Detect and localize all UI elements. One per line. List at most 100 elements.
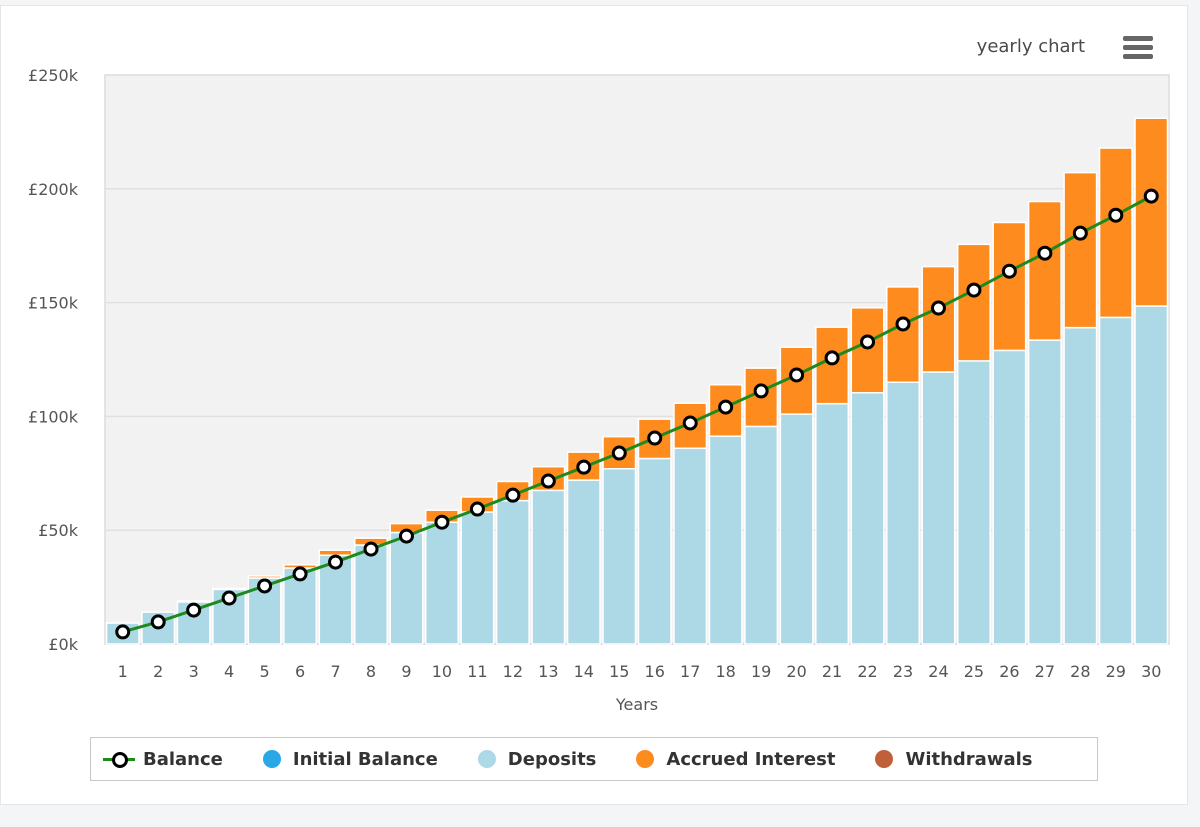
bar-deposits[interactable] [566,479,601,645]
balance-point[interactable] [576,459,592,475]
bar-deposits[interactable] [495,499,530,645]
balance-point[interactable] [824,350,840,366]
bar-accrued-interest[interactable] [318,549,353,556]
balance-point[interactable] [647,430,663,446]
x-tick-label: 11 [467,662,487,681]
balance-point[interactable] [150,614,166,630]
balance-point[interactable] [1108,207,1124,223]
balance-point[interactable] [753,383,769,399]
legend-item-initial-balance[interactable]: Initial Balance [262,749,438,770]
bar-deposits[interactable] [708,435,743,645]
bar-accrued-interest[interactable] [850,307,885,394]
bar-deposits[interactable] [815,402,850,645]
dot-icon [262,750,281,768]
bar-accrued-interest[interactable] [921,265,956,373]
balance-point[interactable] [718,399,734,415]
bar-deposits[interactable] [637,457,672,645]
balance-point[interactable] [1143,188,1159,204]
x-axis-ticks: 1 2 3 4 5 6 7 8 9 10 11 12 13 14 15 16 17 18 19 20 21 22 23 24 2… [118,662,1162,681]
bar-deposits[interactable] [1134,305,1169,645]
balance-point[interactable] [895,316,911,332]
bar-deposits[interactable] [921,371,956,645]
balance-point[interactable] [469,501,485,517]
x-tick-label: 9 [401,662,411,681]
balance-point[interactable] [434,514,450,530]
y-tick-label: £100k [28,407,79,426]
bar-deposits[interactable] [850,391,885,645]
bar-deposits[interactable] [531,489,566,645]
dot-icon [477,750,496,768]
bar-accrued-interest[interactable] [992,221,1027,352]
balance-point[interactable] [186,602,202,618]
chart-legend: Balance Initial Balance Deposits Accrued… [90,737,1098,781]
x-tick-label: 27 [1035,662,1055,681]
bar-deposits[interactable] [389,531,424,645]
balance-point[interactable] [540,473,556,489]
x-tick-label: 21 [822,662,842,681]
bar-deposits[interactable] [744,425,779,645]
balance-point[interactable] [257,578,273,594]
balance-series [115,188,1159,640]
x-tick-label: 14 [574,662,594,681]
balance-point[interactable] [292,566,308,582]
chart-title: yearly chart [976,36,1085,57]
bar-accrued-interest[interactable] [212,587,247,591]
x-tick-label: 13 [538,662,558,681]
balance-point[interactable] [860,334,876,350]
y-tick-label: £250k [28,66,79,85]
bar-accrued-interest[interactable] [886,286,920,384]
legend-item-withdrawals[interactable]: Withdrawals [875,749,1032,770]
bar-deposits[interactable] [956,360,991,645]
balance-point[interactable] [1072,225,1088,241]
balance-point[interactable] [611,445,627,461]
dot-icon [636,750,655,768]
balance-point[interactable] [398,528,414,544]
bar-accrued-interest[interactable] [815,326,850,405]
balance-point[interactable] [682,415,698,431]
x-tick-label: 7 [330,662,340,681]
legend-item-accrued-interest[interactable]: Accrued Interest [636,749,835,770]
x-tick-label: 29 [1106,662,1126,681]
bar-deposits[interactable] [992,349,1027,645]
bar-accrued-interest[interactable] [1134,117,1169,307]
bar-deposits[interactable] [460,511,495,645]
bar-deposits[interactable] [1063,326,1098,645]
bar-accrued-interest[interactable] [176,600,211,603]
bar-deposits[interactable] [318,554,353,645]
legend-item-balance[interactable]: Balance [103,749,223,770]
balance-point[interactable] [363,541,379,557]
y-axis-ticks: £0k £50k £100k £150k £200k £250k [28,66,79,654]
bar-accrued-interest[interactable] [956,243,991,362]
balance-point[interactable] [221,590,237,606]
bar-deposits[interactable] [354,544,388,645]
bar-accrued-interest[interactable] [247,575,282,579]
x-tick-label: 10 [432,662,452,681]
gridlines [105,188,1169,645]
balance-point[interactable] [930,300,946,316]
bar-deposits[interactable] [1027,339,1062,645]
y-tick-label: £200k [28,180,79,199]
balance-point[interactable] [1037,245,1053,261]
balance-point[interactable] [115,624,131,640]
hamburger-menu-icon[interactable] [1123,36,1153,62]
bar-deposits[interactable] [424,521,459,645]
bar-deposits[interactable] [673,447,708,645]
balance-point[interactable] [966,282,982,298]
balance-point[interactable] [328,554,344,570]
dot-icon [875,750,894,768]
bar-accrued-interest[interactable] [1027,200,1062,341]
bar-deposits[interactable] [779,413,814,645]
bar-deposits[interactable] [1098,316,1133,645]
balance-point[interactable] [505,487,521,503]
bar-accrued-interest[interactable] [1063,171,1098,329]
balance-point[interactable] [789,367,805,383]
bar-deposits[interactable] [886,381,920,645]
x-tick-label: 23 [893,662,913,681]
balance-point[interactable] [1001,263,1017,279]
bar-accrued-interest[interactable] [1098,147,1133,319]
legend-item-deposits[interactable]: Deposits [477,748,597,770]
x-tick-label: 20 [786,662,806,681]
bar-deposits[interactable] [602,467,637,645]
legend-label: Deposits [507,748,597,770]
y-tick-label: £0k [48,635,78,654]
